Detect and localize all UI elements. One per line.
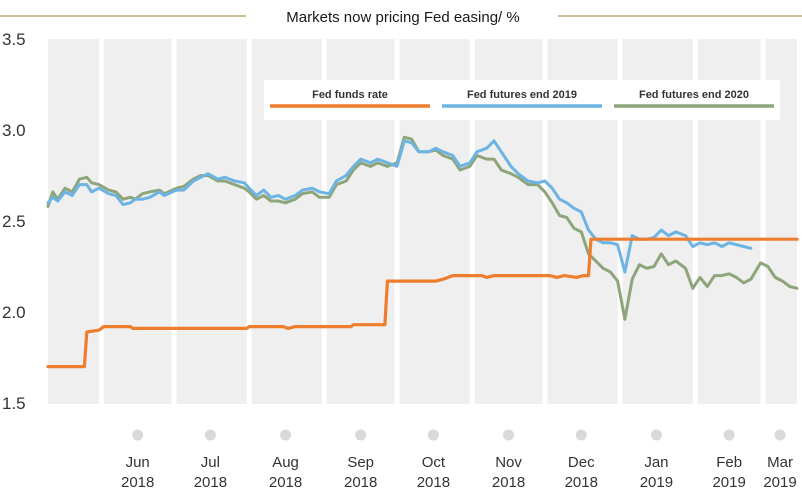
x-tick-year-label: 2018 xyxy=(492,474,525,491)
month-band xyxy=(48,39,99,404)
x-tick-year-label: 2018 xyxy=(417,474,450,491)
x-tick-month-label: Sep xyxy=(347,454,374,471)
series-lines xyxy=(46,135,799,369)
x-tick-year-label: 2018 xyxy=(194,474,227,491)
y-tick-label: 1.5 xyxy=(2,394,26,413)
x-tick-dot xyxy=(650,429,662,441)
x-tick-dot xyxy=(427,429,439,441)
x-tick-month-label: Aug xyxy=(272,454,299,471)
legend-box xyxy=(264,80,780,120)
x-tick-year-label: 2018 xyxy=(344,474,377,491)
x-tick-dot xyxy=(204,429,216,441)
legend: Fed funds rate Fed futures end 2019 Fed fu… xyxy=(264,80,780,120)
legend-label: Fed futures end 2019 xyxy=(467,89,577,101)
y-axis: 3.5 3.0 2.5 2.0 1.5 xyxy=(2,30,26,413)
x-tick-dot xyxy=(723,429,735,441)
x-tick-month-label: Nov xyxy=(495,454,522,471)
x-tick-year-label: 2019 xyxy=(712,474,745,491)
y-tick-label: 2.0 xyxy=(2,303,26,322)
x-tick-dot xyxy=(355,429,367,441)
x-tick-month-label: Dec xyxy=(568,454,595,471)
x-tick-year-label: 2018 xyxy=(565,474,598,491)
x-tick-month-label: Mar xyxy=(767,454,793,471)
x-tick-year-label: 2019 xyxy=(640,474,673,491)
y-tick-label: 2.5 xyxy=(2,212,26,231)
x-tick-dot xyxy=(132,429,144,441)
chart-title-group: Markets now pricing Fed easing/ % xyxy=(0,9,802,26)
month-band xyxy=(103,39,172,404)
x-tick-month-label: Jan xyxy=(644,454,668,471)
x-tick-dot xyxy=(575,429,587,441)
x-tick-year-label: 2018 xyxy=(121,474,154,491)
x-axis: Jun 2018 Jul 2018 Aug 2018 Sep 2018 Oct 2018 Nov 20… xyxy=(121,429,797,491)
month-band xyxy=(176,39,247,404)
x-tick-dot xyxy=(280,429,292,441)
x-tick-month-label: Jul xyxy=(201,454,220,471)
series-line xyxy=(46,237,799,369)
x-tick-year-label: 2019 xyxy=(763,474,796,491)
chart-title: Markets now pricing Fed easing/ % xyxy=(286,9,519,26)
x-tick-month-label: Oct xyxy=(422,454,446,471)
y-tick-label: 3.0 xyxy=(2,121,26,140)
x-tick-dot xyxy=(503,429,515,441)
x-tick-dot xyxy=(774,429,786,441)
legend-label: Fed futures end 2020 xyxy=(639,89,749,101)
x-tick-month-label: Feb xyxy=(716,454,742,471)
y-tick-label: 3.5 xyxy=(2,30,26,49)
x-tick-year-label: 2018 xyxy=(269,474,302,491)
legend-label: Fed funds rate xyxy=(312,89,388,101)
x-tick-month-label: Jun xyxy=(126,454,150,471)
